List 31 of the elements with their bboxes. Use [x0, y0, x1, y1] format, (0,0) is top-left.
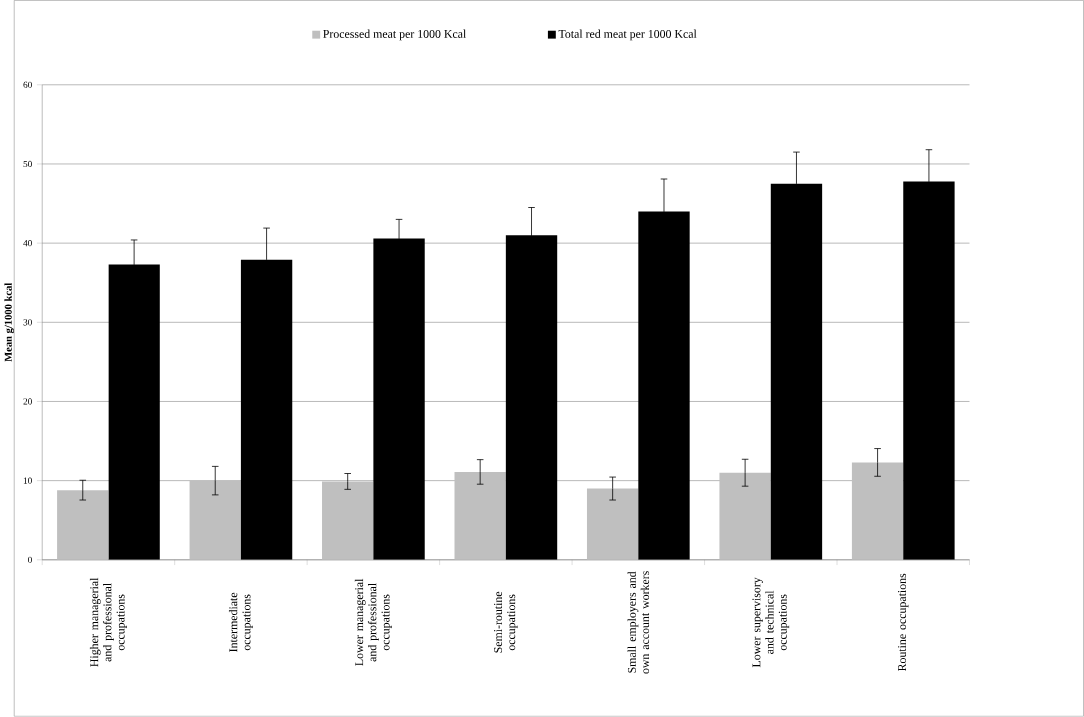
x-tick-label: Routine occupations — [898, 573, 909, 672]
bar — [586, 488, 639, 560]
legend-label: Total red meat per 1000 Kcal — [558, 29, 697, 41]
bar — [903, 181, 955, 560]
bar — [108, 264, 160, 560]
bar — [638, 211, 690, 560]
bar — [851, 462, 904, 560]
bar — [454, 472, 506, 560]
x-tick-label: Semi-routine occupations — [494, 592, 518, 653]
bar — [240, 259, 293, 560]
x-tick-label: Lower supervisory and technical occupations — [752, 577, 790, 668]
y-tick-label: 0 — [28, 556, 32, 564]
y-axis-title: Mean g/1000 kcal — [4, 283, 15, 362]
bar — [770, 183, 823, 560]
bar — [322, 481, 374, 560]
y-tick-label: 20 — [23, 398, 32, 405]
y-tick-label: 30 — [23, 319, 32, 326]
bar — [505, 235, 558, 560]
x-tick-label: Higher managerial and professional occupations — [89, 578, 127, 667]
y-tick-label: 10 — [23, 477, 32, 484]
x-tick-label: Small employers and own account workers — [627, 571, 650, 674]
legend-label: Processed meat per 1000 Kcal — [323, 29, 467, 41]
bar — [719, 472, 771, 560]
x-tick-label: Intermediate occupations — [228, 593, 253, 653]
x-tick-label: Lower managerial and professional occupations — [354, 579, 392, 666]
bar — [57, 490, 109, 560]
bar — [189, 480, 241, 560]
y-tick-label: 40 — [23, 240, 32, 247]
bar — [373, 238, 425, 560]
y-tick-label: 50 — [23, 161, 32, 168]
y-tick-label: 60 — [23, 81, 32, 89]
